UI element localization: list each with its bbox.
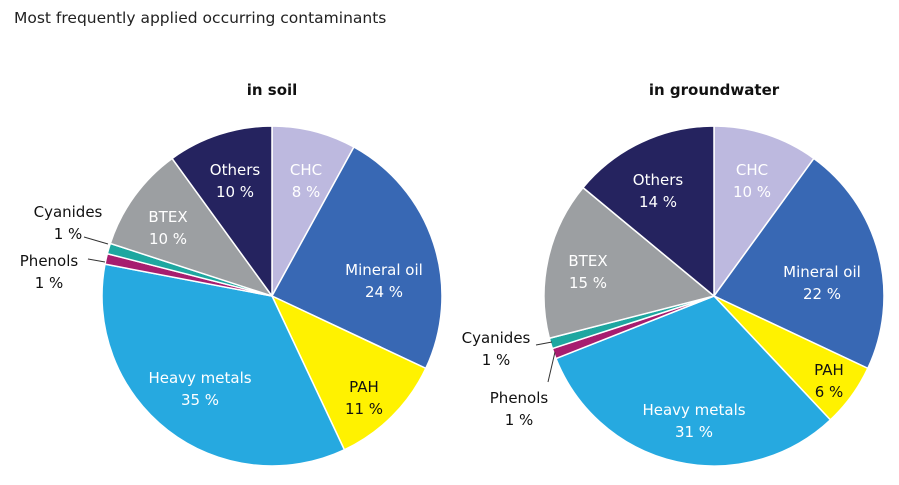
slice-name-pah: PAH bbox=[349, 378, 379, 396]
slice-value-pah: 6 % bbox=[815, 383, 844, 401]
pie-groundwater: CHC 10 % Mineral oil 22 % PAH 6 % Heavy metals… bbox=[462, 125, 885, 467]
slice-name-chc: CHC bbox=[290, 161, 322, 179]
slice-value-cyanides: 1 % bbox=[54, 225, 83, 243]
slice-name-btex: BTEX bbox=[568, 252, 607, 270]
slice-value-others: 10 % bbox=[216, 183, 254, 201]
slice-label-mineral-oil: Mineral oil 24 % bbox=[345, 261, 423, 301]
main-title: Most frequently applied occurring contam… bbox=[14, 9, 387, 27]
slice-name-phenols: Phenols bbox=[20, 252, 79, 270]
slice-label-mineral-oil: Mineral oil 22 % bbox=[783, 263, 861, 303]
slice-label-cyanides: Cyanides 1 % bbox=[462, 329, 531, 369]
slice-value-chc: 8 % bbox=[292, 183, 321, 201]
slice-label-phenols: Phenols 1 % bbox=[490, 389, 549, 429]
slice-label-heavy-metals: Heavy metals 35 % bbox=[148, 369, 251, 409]
slice-value-phenols: 1 % bbox=[505, 411, 534, 429]
slice-name-phenols: Phenols bbox=[490, 389, 549, 407]
slice-name-chc: CHC bbox=[736, 161, 768, 179]
leader-line-cyanides bbox=[535, 341, 553, 346]
slice-value-heavy-metals: 35 % bbox=[181, 391, 219, 409]
slice-value-btex: 10 % bbox=[149, 230, 187, 248]
slice-name-others: Others bbox=[633, 171, 684, 189]
slice-label-cyanides: Cyanides 1 % bbox=[34, 203, 103, 243]
slice-label-pah: PAH 6 % bbox=[814, 361, 844, 401]
slice-value-pah: 11 % bbox=[345, 400, 383, 418]
chart-title-soil: in soil bbox=[247, 81, 298, 99]
slice-name-cyanides: Cyanides bbox=[462, 329, 531, 347]
slice-name-heavy-metals: Heavy metals bbox=[642, 401, 745, 419]
pie-slice-others bbox=[171, 125, 273, 299]
slice-label-phenols: Phenols 1 % bbox=[20, 252, 79, 292]
pie-soil: CHC 8 % Mineral oil 24 % PAH 11 % Heavy metals… bbox=[20, 125, 443, 467]
slice-value-mineral-oil: 24 % bbox=[365, 283, 403, 301]
slice-name-others: Others bbox=[210, 161, 261, 179]
pie-slice-pah bbox=[270, 294, 427, 451]
slice-label-others: Others 10 % bbox=[210, 161, 261, 201]
slice-label-pah: PAH 11 % bbox=[345, 378, 383, 418]
pie-slice-heavy-metals bbox=[554, 295, 832, 467]
slice-value-cyanides: 1 % bbox=[482, 351, 511, 369]
slice-label-btex: BTEX 10 % bbox=[148, 208, 187, 248]
slice-value-chc: 10 % bbox=[733, 183, 771, 201]
leader-line-phenols bbox=[87, 258, 106, 263]
slice-label-others: Others 14 % bbox=[633, 171, 684, 211]
slice-value-phenols: 1 % bbox=[35, 274, 64, 292]
chart-title-groundwater: in groundwater bbox=[649, 81, 780, 99]
slice-value-mineral-oil: 22 % bbox=[803, 285, 841, 303]
slice-value-btex: 15 % bbox=[569, 274, 607, 292]
slice-label-heavy-metals: Heavy metals 31 % bbox=[642, 401, 745, 441]
slice-name-btex: BTEX bbox=[148, 208, 187, 226]
slice-name-mineral-oil: Mineral oil bbox=[783, 263, 861, 281]
leader-line-cyanides bbox=[83, 236, 109, 245]
pie-slice-heavy-metals bbox=[101, 263, 346, 467]
pie-slice-mineral-oil bbox=[270, 146, 443, 370]
pie-slice-btex bbox=[543, 186, 716, 340]
leader-line-phenols bbox=[547, 351, 556, 383]
slice-name-heavy-metals: Heavy metals bbox=[148, 369, 251, 387]
pie-slice-btex bbox=[109, 157, 274, 298]
slice-label-chc: CHC 10 % bbox=[733, 161, 771, 201]
pie-slice-others bbox=[581, 125, 715, 298]
slice-label-chc: CHC 8 % bbox=[290, 161, 322, 201]
slice-name-pah: PAH bbox=[814, 361, 844, 379]
slice-name-cyanides: Cyanides bbox=[34, 203, 103, 221]
slice-value-heavy-metals: 31 % bbox=[675, 423, 713, 441]
slice-label-btex: BTEX 15 % bbox=[568, 252, 607, 292]
pie-slice-chc bbox=[713, 125, 815, 299]
slice-name-mineral-oil: Mineral oil bbox=[345, 261, 423, 279]
slice-value-others: 14 % bbox=[639, 193, 677, 211]
